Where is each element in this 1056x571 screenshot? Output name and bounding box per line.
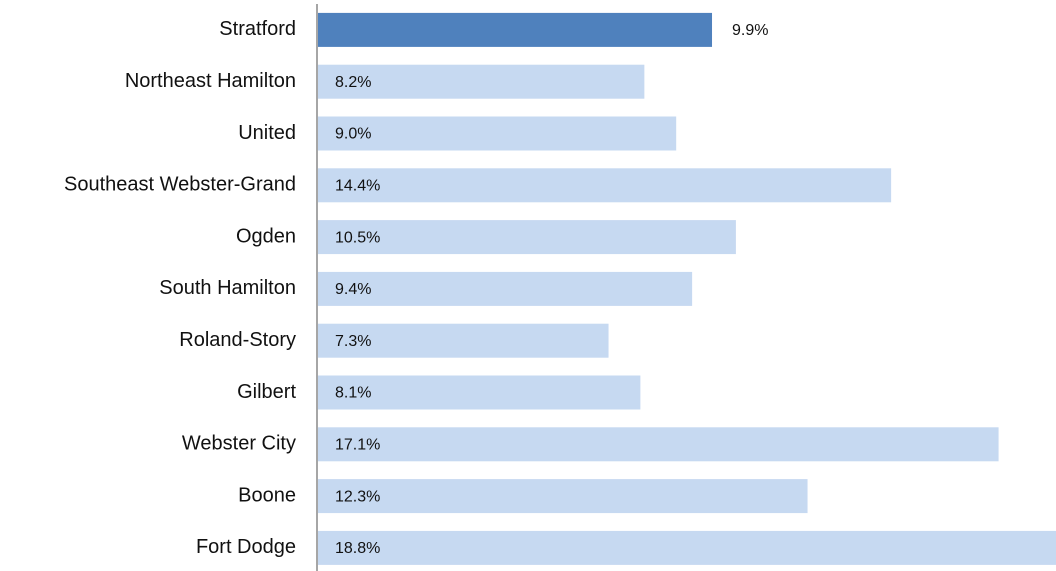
category-label: Southeast Webster-Grand bbox=[64, 174, 296, 196]
category-label: Webster City bbox=[182, 433, 296, 455]
value-label: 9.0% bbox=[335, 126, 371, 143]
category-label: United bbox=[238, 122, 296, 144]
bar bbox=[318, 427, 999, 462]
value-label: 12.3% bbox=[335, 488, 380, 505]
category-label: Roland-Story bbox=[179, 329, 296, 351]
value-label: 17.1% bbox=[335, 437, 380, 454]
category-label: Gilbert bbox=[237, 381, 296, 403]
category-label: South Hamilton bbox=[159, 277, 296, 299]
bar bbox=[318, 168, 892, 203]
bar bbox=[318, 323, 609, 358]
bar bbox=[318, 271, 693, 306]
value-label: 14.4% bbox=[335, 178, 380, 195]
value-label: 9.9% bbox=[732, 22, 768, 39]
value-label: 7.3% bbox=[335, 333, 371, 350]
category-label: Stratford bbox=[219, 18, 296, 40]
value-label: 8.1% bbox=[335, 385, 371, 402]
bar bbox=[318, 479, 808, 514]
category-label: Boone bbox=[238, 484, 296, 506]
bar bbox=[318, 375, 641, 410]
bar bbox=[318, 116, 677, 151]
bar bbox=[318, 220, 736, 255]
bar bbox=[318, 12, 713, 47]
value-label: 18.8% bbox=[335, 540, 380, 557]
category-label: Ogden bbox=[236, 225, 296, 247]
value-label: 9.4% bbox=[335, 281, 371, 298]
category-label: Northeast Hamilton bbox=[125, 70, 296, 92]
bar bbox=[318, 530, 1056, 565]
value-label: 8.2% bbox=[335, 74, 371, 91]
bar bbox=[318, 64, 645, 99]
value-label: 10.5% bbox=[335, 229, 380, 246]
category-label: Fort Dodge bbox=[196, 536, 296, 558]
